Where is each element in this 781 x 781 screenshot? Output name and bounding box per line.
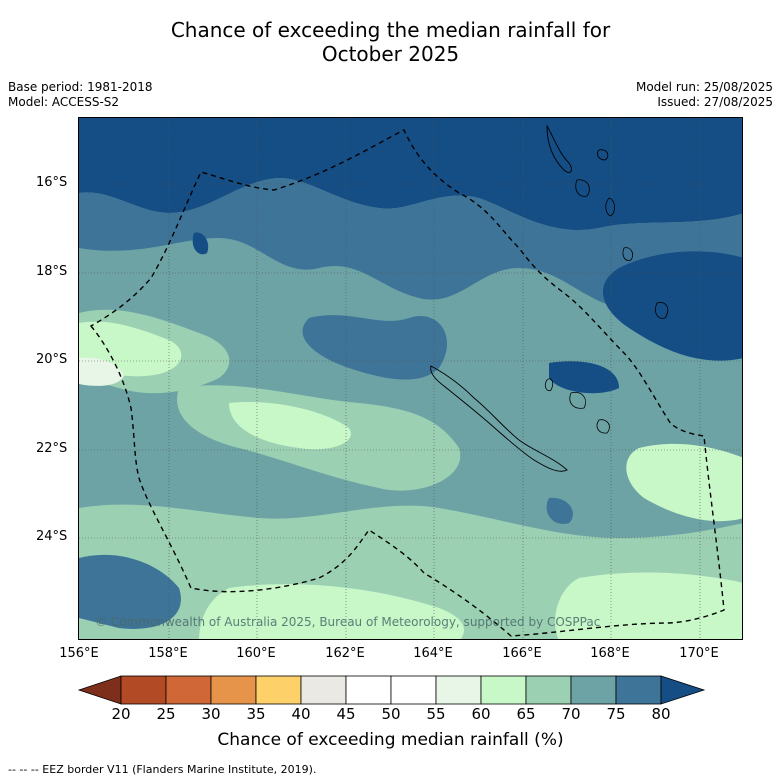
colorbar-tick-20: 20 [111,705,131,723]
loyalty-island-1 [544,378,554,392]
region-70-75-central [302,315,448,380]
colorbar-extend-low [78,675,122,705]
lat-label-18s: 18°S [36,264,68,279]
issued-date: Issued: 27/08/2025 [657,95,773,109]
lat-label-22s: 22°S [36,441,68,456]
colorbar-cell [615,675,662,705]
colorbar-cell [300,675,347,705]
new-caledonia-outline [430,365,568,472]
colorbar-cell [345,675,392,705]
colorbar-cell [255,675,302,705]
model-run: Model run: 25/08/2025 [635,80,773,94]
region-60-65-east [626,443,742,522]
lat-label-24s: 24°S [36,529,68,544]
vanuatu-island-2 [597,149,609,161]
vanuatu-island-4 [605,197,615,217]
region-75-80-north [79,118,742,230]
matthew-island [655,302,669,319]
region-75-80-east [603,251,742,361]
model-name: Model: ACCESS-S2 [8,95,120,109]
eez-border [89,129,725,637]
colorbar-tick-40: 40 [291,705,311,723]
lon-label-168e: 168°E [590,646,630,661]
colorbar-tick-55: 55 [426,705,446,723]
lat-label-16s: 16°S [36,175,68,190]
colorbar-tick-50: 50 [381,705,401,723]
lon-label-162e: 162°E [325,646,365,661]
colorbar-tick-35: 35 [246,705,266,723]
colorbar-cell [390,675,437,705]
map-canvas [79,118,742,639]
colorbar-cell [210,675,257,705]
lon-label-158e: 158°E [148,646,188,661]
colorbar-cell [120,675,167,705]
colorbar-label: Chance of exceeding median rainfall (%) [217,730,564,750]
colorbar-cell [570,675,617,705]
region-70-75-north [79,178,742,310]
region-60-65-southeast [555,572,742,639]
lon-label-170e: 170°E [679,646,719,661]
patch-dark-2 [546,497,573,524]
colorbar-cell [480,675,527,705]
colorbar-cell [435,675,482,705]
eez-footnote: -- -- -- EEZ border V11 (Flanders Marine… [8,763,317,776]
colorbar-extend-high [660,675,706,705]
lon-label-160e: 160°E [236,646,276,661]
lon-label-164e: 164°E [413,646,453,661]
patch-dark-3 [549,361,619,394]
map-title: Chance of exceeding the median rainfall … [0,18,781,66]
vanuatu-tanna [622,247,633,261]
patch-dark-1 [192,232,209,255]
title-line-2: October 2025 [321,42,460,66]
title-line-1: Chance of exceeding the median rainfall … [170,18,611,42]
colorbar-tick-25: 25 [156,705,176,723]
region-60-65-south [199,584,464,639]
base-period: Base period: 1981-2018 [8,80,153,94]
colorbar-tick-75: 75 [606,705,626,723]
colorbar-tick-65: 65 [516,705,536,723]
region-60-65-central [229,402,351,450]
vanuatu-island-3 [575,179,590,197]
graticule [79,118,742,639]
lon-label-156e: 156°E [59,646,99,661]
lon-label-166e: 166°E [502,646,542,661]
meta-left: Base period: 1981-2018 Model: ACCESS-S2 [8,80,153,110]
region-55-60-west [79,357,124,386]
colorbar-tick-60: 60 [471,705,491,723]
region-70-75-southwest [79,554,181,629]
loyalty-island-3 [596,419,610,434]
colorbar-tick-70: 70 [561,705,581,723]
meta-right: Model run: 25/08/2025 Issued: 27/08/2025 [636,80,773,110]
colorbar-tick-45: 45 [336,705,356,723]
vanuatu-espiritu-santo [546,124,572,173]
copyright-notice: © Commonwealth of Australia 2025, Bureau… [95,615,601,629]
loyalty-island-2 [569,391,586,409]
colorbar-cell [165,675,212,705]
colorbar-tick-30: 30 [201,705,221,723]
lat-label-20s: 20°S [36,352,68,367]
colorbar [78,675,706,705]
colorbar-tick-80: 80 [651,705,671,723]
colorbar-cell [525,675,572,705]
rainfall-map: © Commonwealth of Australia 2025, Bureau… [78,117,743,640]
